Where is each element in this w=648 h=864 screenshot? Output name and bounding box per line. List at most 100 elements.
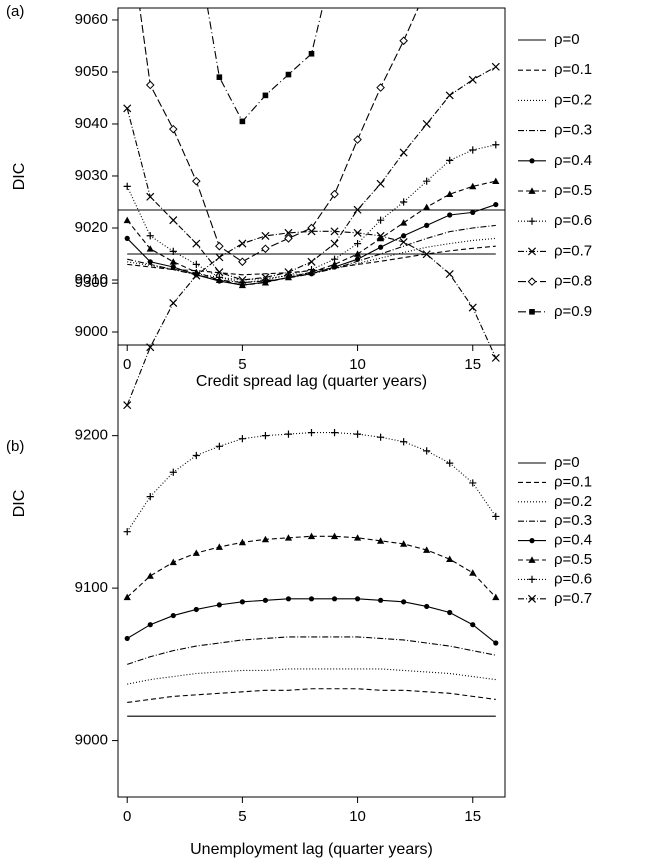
series-line	[139, 8, 419, 263]
panel-label: (a)	[6, 3, 24, 20]
legend-label: ρ=0.5	[554, 182, 592, 199]
marker	[376, 231, 385, 240]
marker	[285, 596, 292, 602]
marker	[527, 277, 537, 286]
marker	[493, 201, 499, 208]
marker	[307, 257, 316, 266]
marker	[193, 606, 199, 613]
marker	[446, 555, 454, 563]
marker	[354, 256, 361, 262]
marker	[238, 275, 247, 285]
marker	[307, 429, 316, 437]
marker	[238, 435, 246, 443]
marker	[238, 538, 246, 546]
plot-frame	[117, 7, 506, 346]
legend-label: ρ=0	[554, 31, 580, 48]
marker	[147, 622, 153, 628]
marker	[308, 50, 315, 57]
marker	[470, 209, 476, 215]
marker	[169, 298, 178, 308]
marker	[215, 543, 223, 550]
y-tick-label: 9020	[75, 219, 108, 236]
marker	[492, 512, 500, 521]
marker	[330, 429, 339, 437]
marker	[215, 442, 223, 450]
legend-label: ρ=0.1	[554, 473, 592, 490]
legend-label: ρ=0.2	[554, 91, 592, 108]
marker	[146, 572, 154, 579]
marker	[307, 265, 316, 274]
marker	[399, 36, 408, 46]
marker	[261, 273, 270, 282]
marker	[401, 599, 407, 605]
marker	[262, 92, 269, 99]
y-axis-label: DIC	[11, 490, 28, 518]
marker	[215, 241, 224, 251]
legend-label: ρ=0.4	[554, 532, 592, 549]
marker	[147, 259, 153, 265]
marker	[307, 227, 316, 236]
marker	[168, 124, 178, 134]
y-tick-label: 9060	[75, 11, 108, 28]
legend-label: ρ=0.7	[554, 590, 592, 607]
marker	[284, 534, 293, 541]
marker	[146, 232, 154, 240]
series-line	[126, 432, 497, 533]
marker	[469, 182, 477, 190]
marker	[423, 546, 431, 553]
marker	[238, 239, 247, 248]
x-tick-label: 5	[238, 808, 246, 825]
marker	[215, 273, 223, 281]
marker	[378, 244, 384, 250]
marker	[529, 538, 535, 544]
marker	[123, 528, 131, 536]
legend-label: ρ=0.9	[554, 303, 592, 320]
marker	[528, 556, 536, 563]
marker	[331, 596, 338, 602]
y-axis-label: DIC	[11, 163, 28, 191]
marker	[146, 245, 154, 252]
marker	[468, 303, 477, 312]
marker	[215, 268, 224, 277]
marker	[284, 268, 293, 277]
marker	[192, 176, 201, 186]
marker	[527, 594, 537, 603]
plot-frame	[117, 209, 506, 798]
marker	[492, 177, 500, 185]
marker	[123, 182, 131, 190]
marker	[528, 187, 536, 194]
marker	[445, 91, 454, 100]
marker	[308, 596, 315, 602]
marker	[169, 258, 177, 265]
marker	[353, 430, 362, 438]
marker	[145, 80, 155, 90]
marker	[216, 602, 222, 608]
marker	[170, 612, 176, 619]
x-tick-label: 0	[123, 808, 131, 825]
y-tick-label: 9050	[75, 63, 108, 80]
marker	[192, 260, 200, 268]
marker	[493, 640, 499, 646]
series-line	[126, 535, 497, 598]
marker	[529, 158, 535, 164]
panel-label: (b)	[6, 438, 24, 455]
marker	[491, 62, 500, 71]
series-line	[207, 8, 324, 123]
y-tick-label: 9040	[75, 115, 108, 132]
marker	[423, 177, 431, 185]
marker	[492, 141, 500, 149]
marker	[124, 235, 130, 241]
legend-label: ρ=0	[554, 454, 580, 471]
marker	[446, 190, 454, 198]
marker	[330, 260, 339, 268]
marker	[445, 270, 454, 279]
marker	[146, 343, 155, 352]
marker	[529, 309, 535, 315]
marker	[446, 459, 454, 467]
marker	[376, 83, 385, 92]
plot-area	[123, 227, 500, 717]
x-tick-label: 15	[464, 808, 481, 825]
x-axis-label: Credit spread lag (quarter years)	[196, 373, 427, 390]
series-line	[126, 66, 497, 281]
